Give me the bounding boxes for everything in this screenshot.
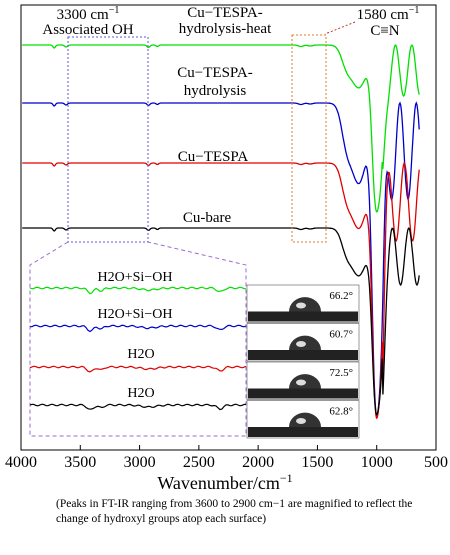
x-tick-label-3500: 3500 bbox=[64, 454, 96, 471]
series-line-3 bbox=[22, 227, 420, 416]
cn-band-label: 1580 cm−1 bbox=[357, 5, 420, 23]
spectra-group bbox=[22, 44, 420, 420]
x-axis-ticks: 4000 3500 3000 2500 2000 1500 1000 500 bbox=[5, 445, 448, 471]
contact-angle-1: 60.7° bbox=[329, 329, 353, 341]
photo-substrate-2 bbox=[248, 388, 358, 399]
x-tick-label-500: 500 bbox=[424, 454, 448, 471]
contact-angle-0: 66.2° bbox=[329, 290, 353, 302]
series-line-1 bbox=[22, 101, 420, 419]
inset-label-heat: H2O+Si−OH bbox=[98, 270, 173, 285]
x-axis-label: Wavenumber/cm−1 bbox=[157, 471, 292, 493]
inset-connector bbox=[29, 241, 247, 437]
series-line-0 bbox=[22, 44, 420, 213]
inset-label-bare: H2O bbox=[127, 386, 154, 401]
x-tick-label-1500: 1500 bbox=[301, 454, 333, 471]
label-tespa: Cu−TESPA bbox=[178, 149, 249, 165]
oh-label: Associated OH bbox=[42, 22, 133, 38]
droplet-highlight-1 bbox=[296, 341, 306, 347]
x-tick-label-1000: 1000 bbox=[361, 454, 393, 471]
inset-series-line-0 bbox=[29, 286, 247, 295]
inset-series-line-3 bbox=[29, 403, 247, 411]
contact-angle-2: 72.5° bbox=[329, 367, 353, 379]
label-bare: Cu-bare bbox=[183, 210, 232, 226]
photo-substrate-0 bbox=[248, 311, 358, 322]
plot-frame bbox=[20, 4, 437, 451]
inset-spectra-group bbox=[29, 286, 247, 411]
droplet-highlight-0 bbox=[296, 302, 306, 309]
inset-label-hydrolysis: H2O+Si−OH bbox=[98, 307, 173, 322]
oh-region-box bbox=[67, 36, 149, 243]
photo-substrate-3 bbox=[248, 427, 358, 437]
cn-label: C≡N bbox=[370, 23, 399, 39]
inset-series-line-1 bbox=[29, 324, 247, 333]
x-tick-label-4000: 4000 bbox=[5, 454, 37, 471]
label-hydrolysis-line2: hydrolysis bbox=[184, 83, 247, 99]
figure-caption: (Peaks in FT-IR ranging from 3600 to 290… bbox=[56, 498, 413, 525]
cn-arrow bbox=[324, 21, 356, 35]
inset-label-tespa: H2O bbox=[127, 347, 154, 362]
contact-angle-photos: 66.2° 60.7° 72.5° 62.8° bbox=[246, 284, 360, 439]
inset-series-line-2 bbox=[29, 365, 247, 373]
droplet-highlight-2 bbox=[296, 379, 306, 386]
photo-substrate-1 bbox=[248, 350, 358, 360]
label-heat-line1: Cu−TESPA- bbox=[187, 5, 262, 21]
x-tick-label-2500: 2500 bbox=[183, 454, 215, 471]
x-tick-label-2000: 2000 bbox=[242, 454, 274, 471]
label-hydrolysis-line1: Cu−TESPA- bbox=[177, 65, 252, 81]
label-heat-line2: hydrolysis-heat bbox=[179, 21, 272, 37]
droplet-highlight-3 bbox=[296, 418, 306, 424]
contact-angle-3: 62.8° bbox=[329, 406, 353, 418]
cn-region-box bbox=[291, 34, 327, 243]
series-line-2 bbox=[22, 161, 420, 420]
oh-band-label: 3300 cm−1 bbox=[57, 5, 120, 23]
x-tick-label-3000: 3000 bbox=[124, 454, 156, 471]
